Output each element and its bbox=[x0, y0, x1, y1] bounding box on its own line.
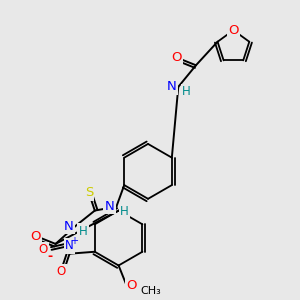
Text: O: O bbox=[38, 243, 48, 256]
Text: S: S bbox=[85, 186, 93, 200]
Text: CH₃: CH₃ bbox=[140, 286, 161, 296]
Text: O: O bbox=[228, 24, 239, 37]
Text: H: H bbox=[79, 225, 87, 238]
Text: O: O bbox=[57, 265, 66, 278]
Text: O: O bbox=[126, 279, 137, 292]
Text: +: + bbox=[70, 236, 78, 246]
Text: N: N bbox=[105, 200, 114, 213]
Text: N: N bbox=[167, 80, 176, 93]
Text: O: O bbox=[171, 51, 181, 64]
Text: -: - bbox=[47, 250, 52, 263]
Text: N: N bbox=[64, 220, 73, 233]
Text: H: H bbox=[182, 85, 190, 98]
Text: O: O bbox=[31, 230, 41, 243]
Text: N: N bbox=[65, 239, 74, 252]
Text: H: H bbox=[120, 205, 129, 218]
